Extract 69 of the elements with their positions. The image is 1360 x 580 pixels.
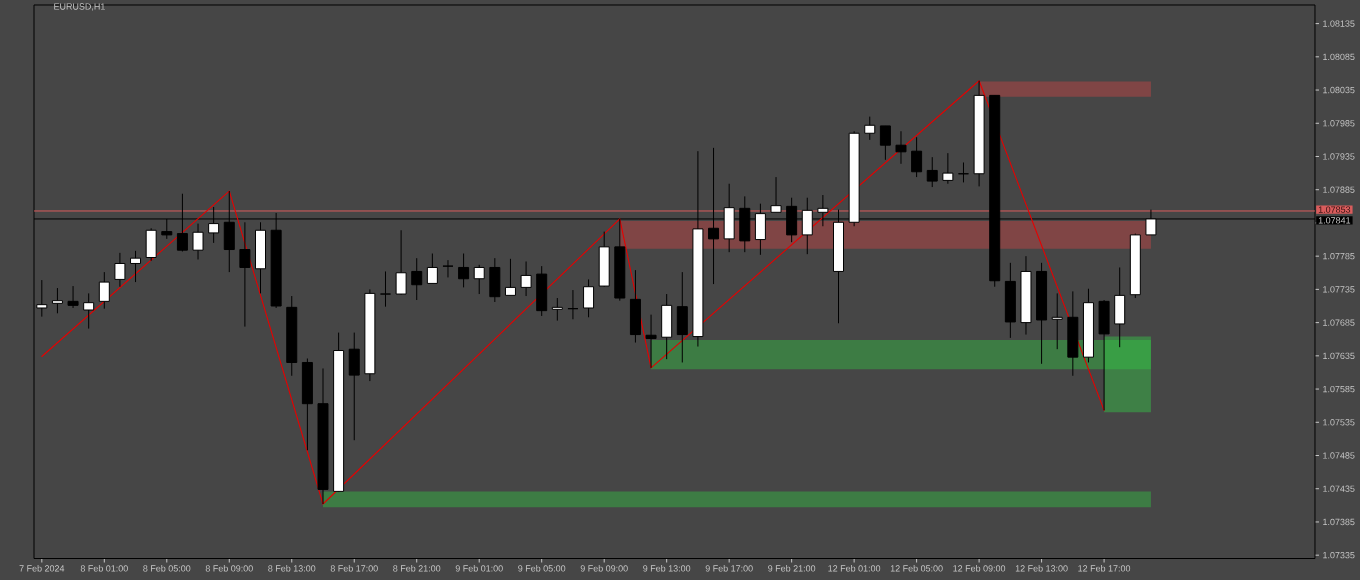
candlestick	[130, 250, 142, 283]
chart-title: EURUSD,H1	[54, 3, 105, 11]
candlestick	[895, 130, 907, 165]
x-tick-label: 8 Feb 13:00	[268, 565, 316, 572]
candlestick	[957, 161, 969, 183]
y-tick-label: 1.07535	[1323, 419, 1355, 426]
candlestick	[1051, 292, 1063, 350]
candlestick	[942, 152, 954, 185]
candlestick	[379, 270, 391, 308]
y-tick-label: 1.07685	[1323, 319, 1355, 326]
candlestick	[567, 289, 579, 320]
candlestick	[911, 136, 923, 178]
y-tick-label: 1.07385	[1323, 518, 1355, 526]
candlestick	[83, 292, 95, 330]
candlestick	[411, 257, 423, 301]
candlestick	[864, 116, 876, 141]
y-tick-label: 1.07985	[1323, 120, 1355, 127]
x-tick-label: 9 Feb 09:00	[580, 565, 628, 572]
y-tick-label: 1.07785	[1323, 252, 1355, 260]
y-tick-label: 1.08135	[1323, 20, 1355, 27]
candlestick	[239, 221, 251, 328]
candlestick	[67, 285, 79, 309]
y-tick-label: 1.07435	[1323, 485, 1355, 492]
candlestick	[395, 229, 407, 296]
y-tick-label: 1.07635	[1323, 352, 1355, 360]
y-tick-label: 1.07885	[1323, 186, 1355, 193]
y-tick-label: 1.07485	[1323, 452, 1355, 459]
x-tick-label: 9 Feb 21:00	[768, 565, 816, 572]
x-tick-label: 9 Feb 01:00	[455, 565, 503, 572]
x-tick-label: 12 Feb 01:00	[828, 565, 881, 572]
candlestick	[192, 223, 204, 260]
y-tick-label: 1.07335	[1323, 552, 1355, 559]
x-tick-label: 9 Feb 05:00	[518, 565, 566, 572]
candlestick	[442, 259, 454, 278]
candlestick	[645, 314, 657, 369]
ref-line-label: 1.07853	[1318, 206, 1351, 213]
x-tick-label: 8 Feb 09:00	[205, 565, 253, 572]
line-series	[41, 80, 1105, 505]
x-tick-label: 12 Feb 05:00	[890, 565, 943, 572]
ref-line-label: 1.07841	[1318, 217, 1351, 224]
candlestick	[458, 253, 470, 288]
x-tick-label: 7 Feb 2024	[19, 565, 65, 572]
candlestick	[926, 156, 938, 188]
x-tick-label: 9 Feb 13:00	[643, 565, 691, 572]
candlestick	[51, 287, 63, 314]
candlestick	[520, 260, 532, 297]
candlestick	[36, 279, 48, 318]
y-tick-label: 1.07585	[1323, 385, 1355, 393]
y-tick-label: 1.07735	[1323, 286, 1355, 293]
candlestick	[426, 253, 438, 284]
candlestick	[770, 176, 782, 213]
x-tick-label: 12 Feb 17:00	[1078, 565, 1131, 572]
y-tick-label: 1.07935	[1323, 153, 1355, 160]
x-tick-label: 8 Feb 21:00	[393, 565, 441, 572]
candlestick	[504, 258, 516, 296]
x-tick-label: 12 Feb 09:00	[953, 565, 1006, 572]
candlestick	[879, 125, 891, 161]
candlestick	[98, 271, 110, 310]
x-tick-label: 8 Feb 05:00	[143, 565, 191, 572]
y-tick-label: 1.08085	[1323, 53, 1355, 60]
x-tick-label: 8 Feb 17:00	[330, 565, 378, 572]
y-tick-label: 1.08035	[1323, 86, 1355, 94]
x-tick-label: 12 Feb 13:00	[1015, 565, 1068, 572]
x-tick-label: 8 Feb 01:00	[80, 565, 128, 572]
x-tick-label: 9 Feb 17:00	[705, 565, 753, 572]
candlestick	[114, 252, 126, 288]
candlestick	[473, 264, 485, 295]
candlestick	[583, 278, 595, 318]
candlestick	[551, 297, 563, 322]
